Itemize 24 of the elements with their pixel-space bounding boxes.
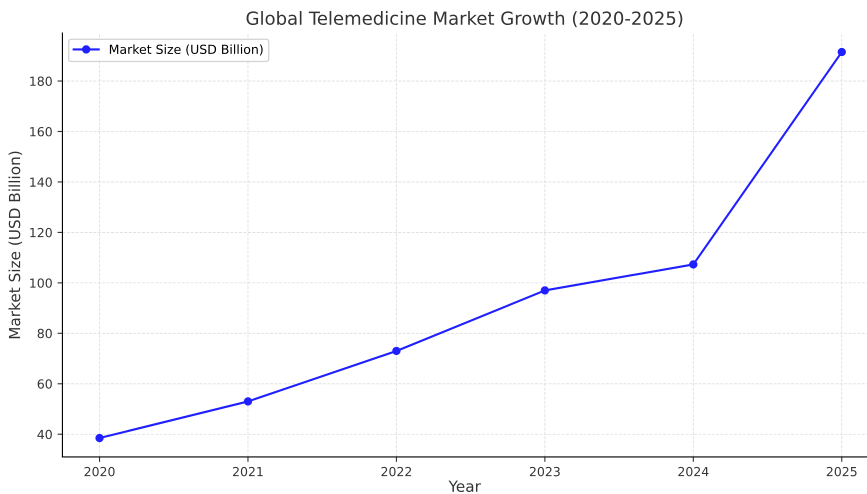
x-tick-label: 2020	[84, 466, 115, 476]
x-tick-label: 2023	[530, 466, 560, 476]
point	[392, 346, 401, 356]
point	[95, 434, 104, 442]
y-tick-label: 140	[30, 177, 52, 187]
point	[540, 286, 550, 295]
y-tick-label: 40	[37, 430, 52, 440]
y-tick-label: 80	[38, 328, 52, 338]
chart-title: Global Telemedicine Market Growth (2020-2025)	[246, 11, 682, 28]
y-tick-label: 180	[30, 76, 52, 86]
y-tick-label: 120	[30, 228, 52, 238]
x-tick-label: 2024	[678, 466, 709, 476]
point	[244, 397, 252, 406]
x-tick-label: 2022	[381, 466, 412, 476]
y-tick-label: 60	[38, 379, 52, 389]
y-tick-label: 100	[30, 278, 52, 288]
point	[689, 260, 698, 269]
legend-label: Market Size (USD Billion)	[110, 44, 263, 56]
x-tick-label: 2025	[826, 466, 857, 476]
y-axis-title: Market Size (USD Billion)	[8, 152, 22, 338]
x-tick-label: 2021	[232, 466, 263, 476]
point	[838, 48, 846, 56]
x-axis-title: Year	[448, 480, 481, 492]
y-tick-label: 160	[30, 126, 52, 136]
